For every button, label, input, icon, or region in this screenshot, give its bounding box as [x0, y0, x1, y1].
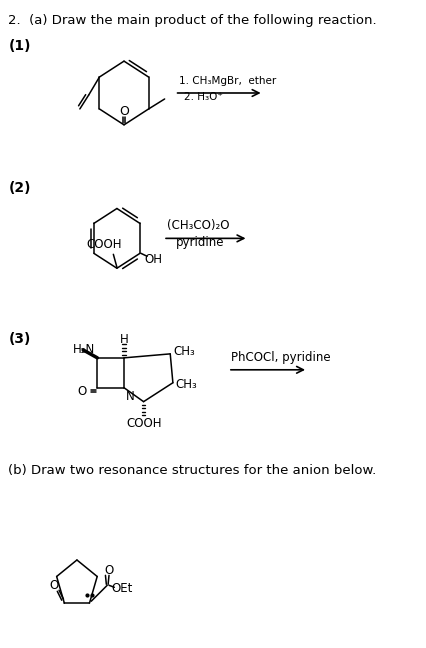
- Text: OEt: OEt: [112, 582, 133, 595]
- Text: O: O: [104, 564, 114, 577]
- Text: 2.  (a) Draw the main product of the following reaction.: 2. (a) Draw the main product of the foll…: [9, 14, 377, 27]
- Text: (1): (1): [9, 40, 31, 53]
- Text: COOH: COOH: [87, 238, 122, 251]
- Text: H: H: [120, 334, 128, 347]
- Text: pyridine: pyridine: [176, 236, 224, 249]
- Text: H₂N: H₂N: [72, 343, 95, 356]
- Text: O: O: [119, 106, 129, 119]
- Text: CH₃: CH₃: [173, 345, 195, 358]
- Text: PhCOCl, pyridine: PhCOCl, pyridine: [230, 351, 330, 364]
- Text: OH: OH: [144, 253, 162, 266]
- Text: (b) Draw two resonance structures for the anion below.: (b) Draw two resonance structures for th…: [9, 465, 377, 478]
- Text: (CH₃CO)₂O: (CH₃CO)₂O: [167, 219, 229, 232]
- Text: CH₃: CH₃: [176, 378, 197, 391]
- Text: O: O: [78, 385, 87, 399]
- Text: 1. CH₃MgBr,  ether: 1. CH₃MgBr, ether: [179, 76, 276, 86]
- Text: 2. H₃O⁺: 2. H₃O⁺: [184, 92, 223, 102]
- Text: (3): (3): [9, 332, 31, 346]
- Text: COOH: COOH: [127, 417, 162, 430]
- Text: O: O: [49, 579, 58, 592]
- Text: N: N: [126, 389, 135, 402]
- Text: (2): (2): [9, 181, 31, 194]
